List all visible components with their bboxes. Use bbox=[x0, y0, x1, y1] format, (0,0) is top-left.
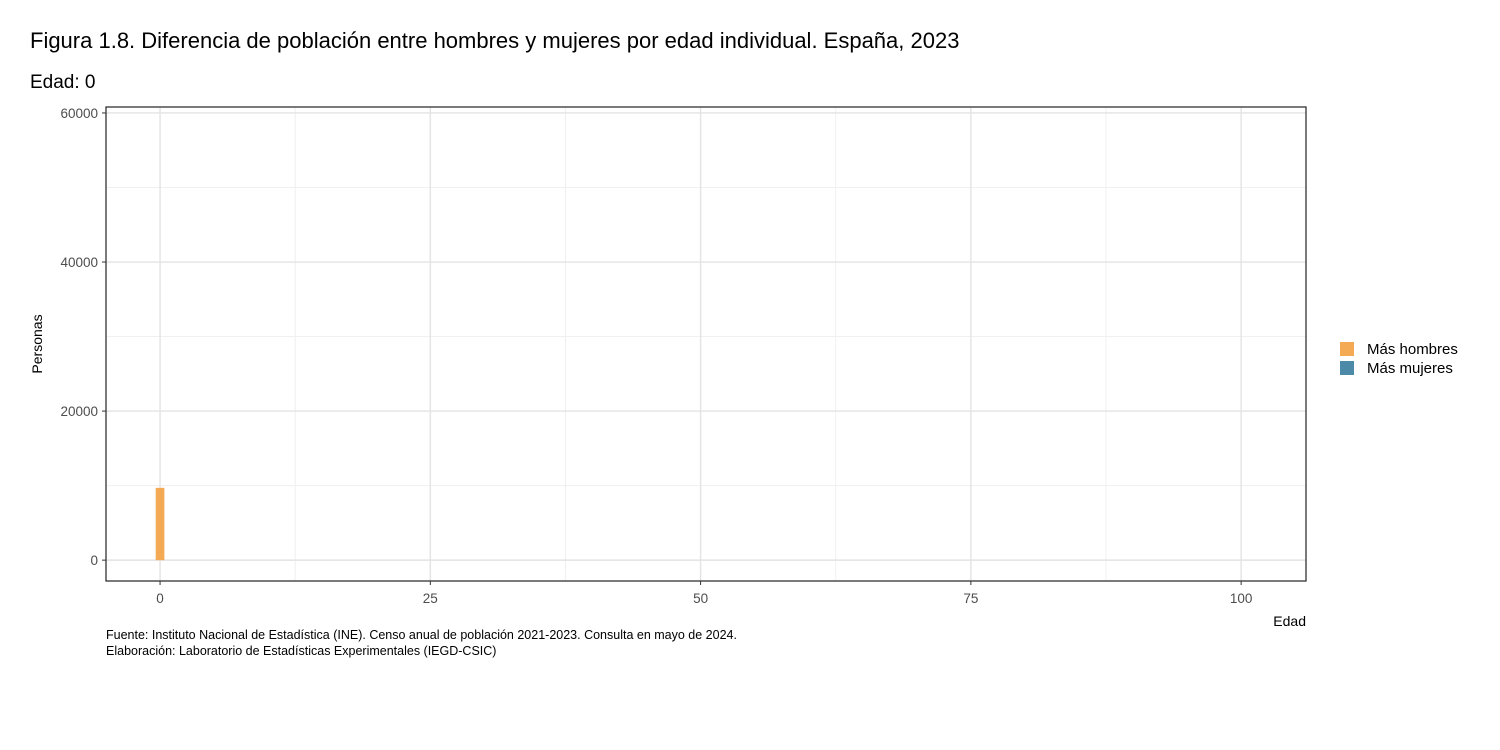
legend-swatch bbox=[1340, 361, 1354, 375]
legend-label: Más hombres bbox=[1367, 341, 1458, 358]
y-axis-title: Personas bbox=[29, 314, 45, 373]
legend-swatch bbox=[1340, 342, 1354, 356]
x-tick-label: 0 bbox=[156, 591, 164, 606]
bars bbox=[155, 487, 165, 561]
chart-title: Figura 1.8. Diferencia de población entr… bbox=[30, 28, 960, 53]
x-tick-label: 75 bbox=[963, 591, 978, 606]
bar-age-0 bbox=[155, 487, 165, 561]
legend: Más hombres Más mujeres bbox=[1340, 341, 1458, 377]
legend-label: Más mujeres bbox=[1367, 360, 1453, 377]
y-tick-label: 0 bbox=[90, 553, 98, 568]
y-tick-label: 20000 bbox=[60, 404, 98, 419]
plot-border bbox=[105, 106, 1307, 582]
x-tick-label: 25 bbox=[423, 591, 438, 606]
x-tick-label: 100 bbox=[1230, 591, 1253, 606]
caption-credit: Elaboración: Laboratorio de Estadísticas… bbox=[106, 644, 497, 658]
x-axis-title: Edad bbox=[1273, 613, 1306, 629]
chart-caption: Fuente: Instituto Nacional de Estadístic… bbox=[106, 627, 737, 659]
axis-ticks: 0 25 50 75 100 0 20000 40000 60000 bbox=[60, 106, 1252, 606]
caption-source: Fuente: Instituto Nacional de Estadístic… bbox=[106, 628, 737, 642]
x-tick-label: 50 bbox=[693, 591, 708, 606]
y-tick-label: 40000 bbox=[60, 255, 98, 270]
grid-lines bbox=[106, 107, 1306, 581]
y-tick-label: 60000 bbox=[60, 106, 98, 121]
chart-subtitle: Edad: 0 bbox=[30, 72, 96, 93]
